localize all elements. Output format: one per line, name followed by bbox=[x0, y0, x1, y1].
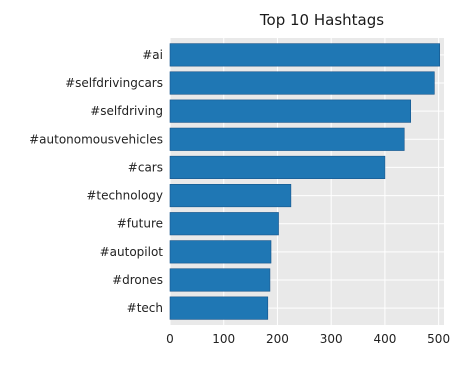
bar-ai bbox=[169, 43, 441, 67]
x-tick-label: 500 bbox=[427, 332, 450, 346]
bar-selfdriving bbox=[169, 99, 411, 123]
category-label: #selfdrivingcars bbox=[65, 76, 163, 90]
category-label: #autonomousvehicles bbox=[29, 132, 163, 146]
bar-autonomousvehicles bbox=[169, 127, 405, 151]
category-label: #selfdriving bbox=[90, 104, 163, 118]
category-labels: #ai #selfdrivingcars #selfdriving #autonomo… bbox=[29, 48, 163, 315]
bar-technology bbox=[169, 184, 292, 208]
bar-autopilot bbox=[169, 240, 272, 264]
category-label: #drones bbox=[112, 273, 163, 287]
category-label: #tech bbox=[127, 301, 163, 315]
x-tick-label: 300 bbox=[320, 332, 343, 346]
x-tick-labels: 0 100 200 300 400 500 bbox=[166, 332, 450, 346]
category-label: #cars bbox=[128, 160, 163, 174]
category-label: #technology bbox=[86, 189, 163, 203]
category-label: #autopilot bbox=[100, 245, 164, 259]
bar-drones bbox=[169, 268, 271, 292]
category-label: #ai bbox=[142, 48, 163, 62]
category-label: #future bbox=[117, 217, 163, 231]
bar-selfdrivingcars bbox=[169, 71, 435, 95]
x-tick-label: 400 bbox=[373, 332, 396, 346]
bars bbox=[169, 43, 441, 320]
x-tick-label: 100 bbox=[212, 332, 235, 346]
bar-future bbox=[169, 212, 279, 236]
x-tick-label: 200 bbox=[266, 332, 289, 346]
bar-cars bbox=[169, 155, 386, 179]
chart-title: Top 10 Hashtags bbox=[259, 11, 384, 29]
x-tick-label: 0 bbox=[166, 332, 174, 346]
bar-tech bbox=[169, 296, 269, 320]
